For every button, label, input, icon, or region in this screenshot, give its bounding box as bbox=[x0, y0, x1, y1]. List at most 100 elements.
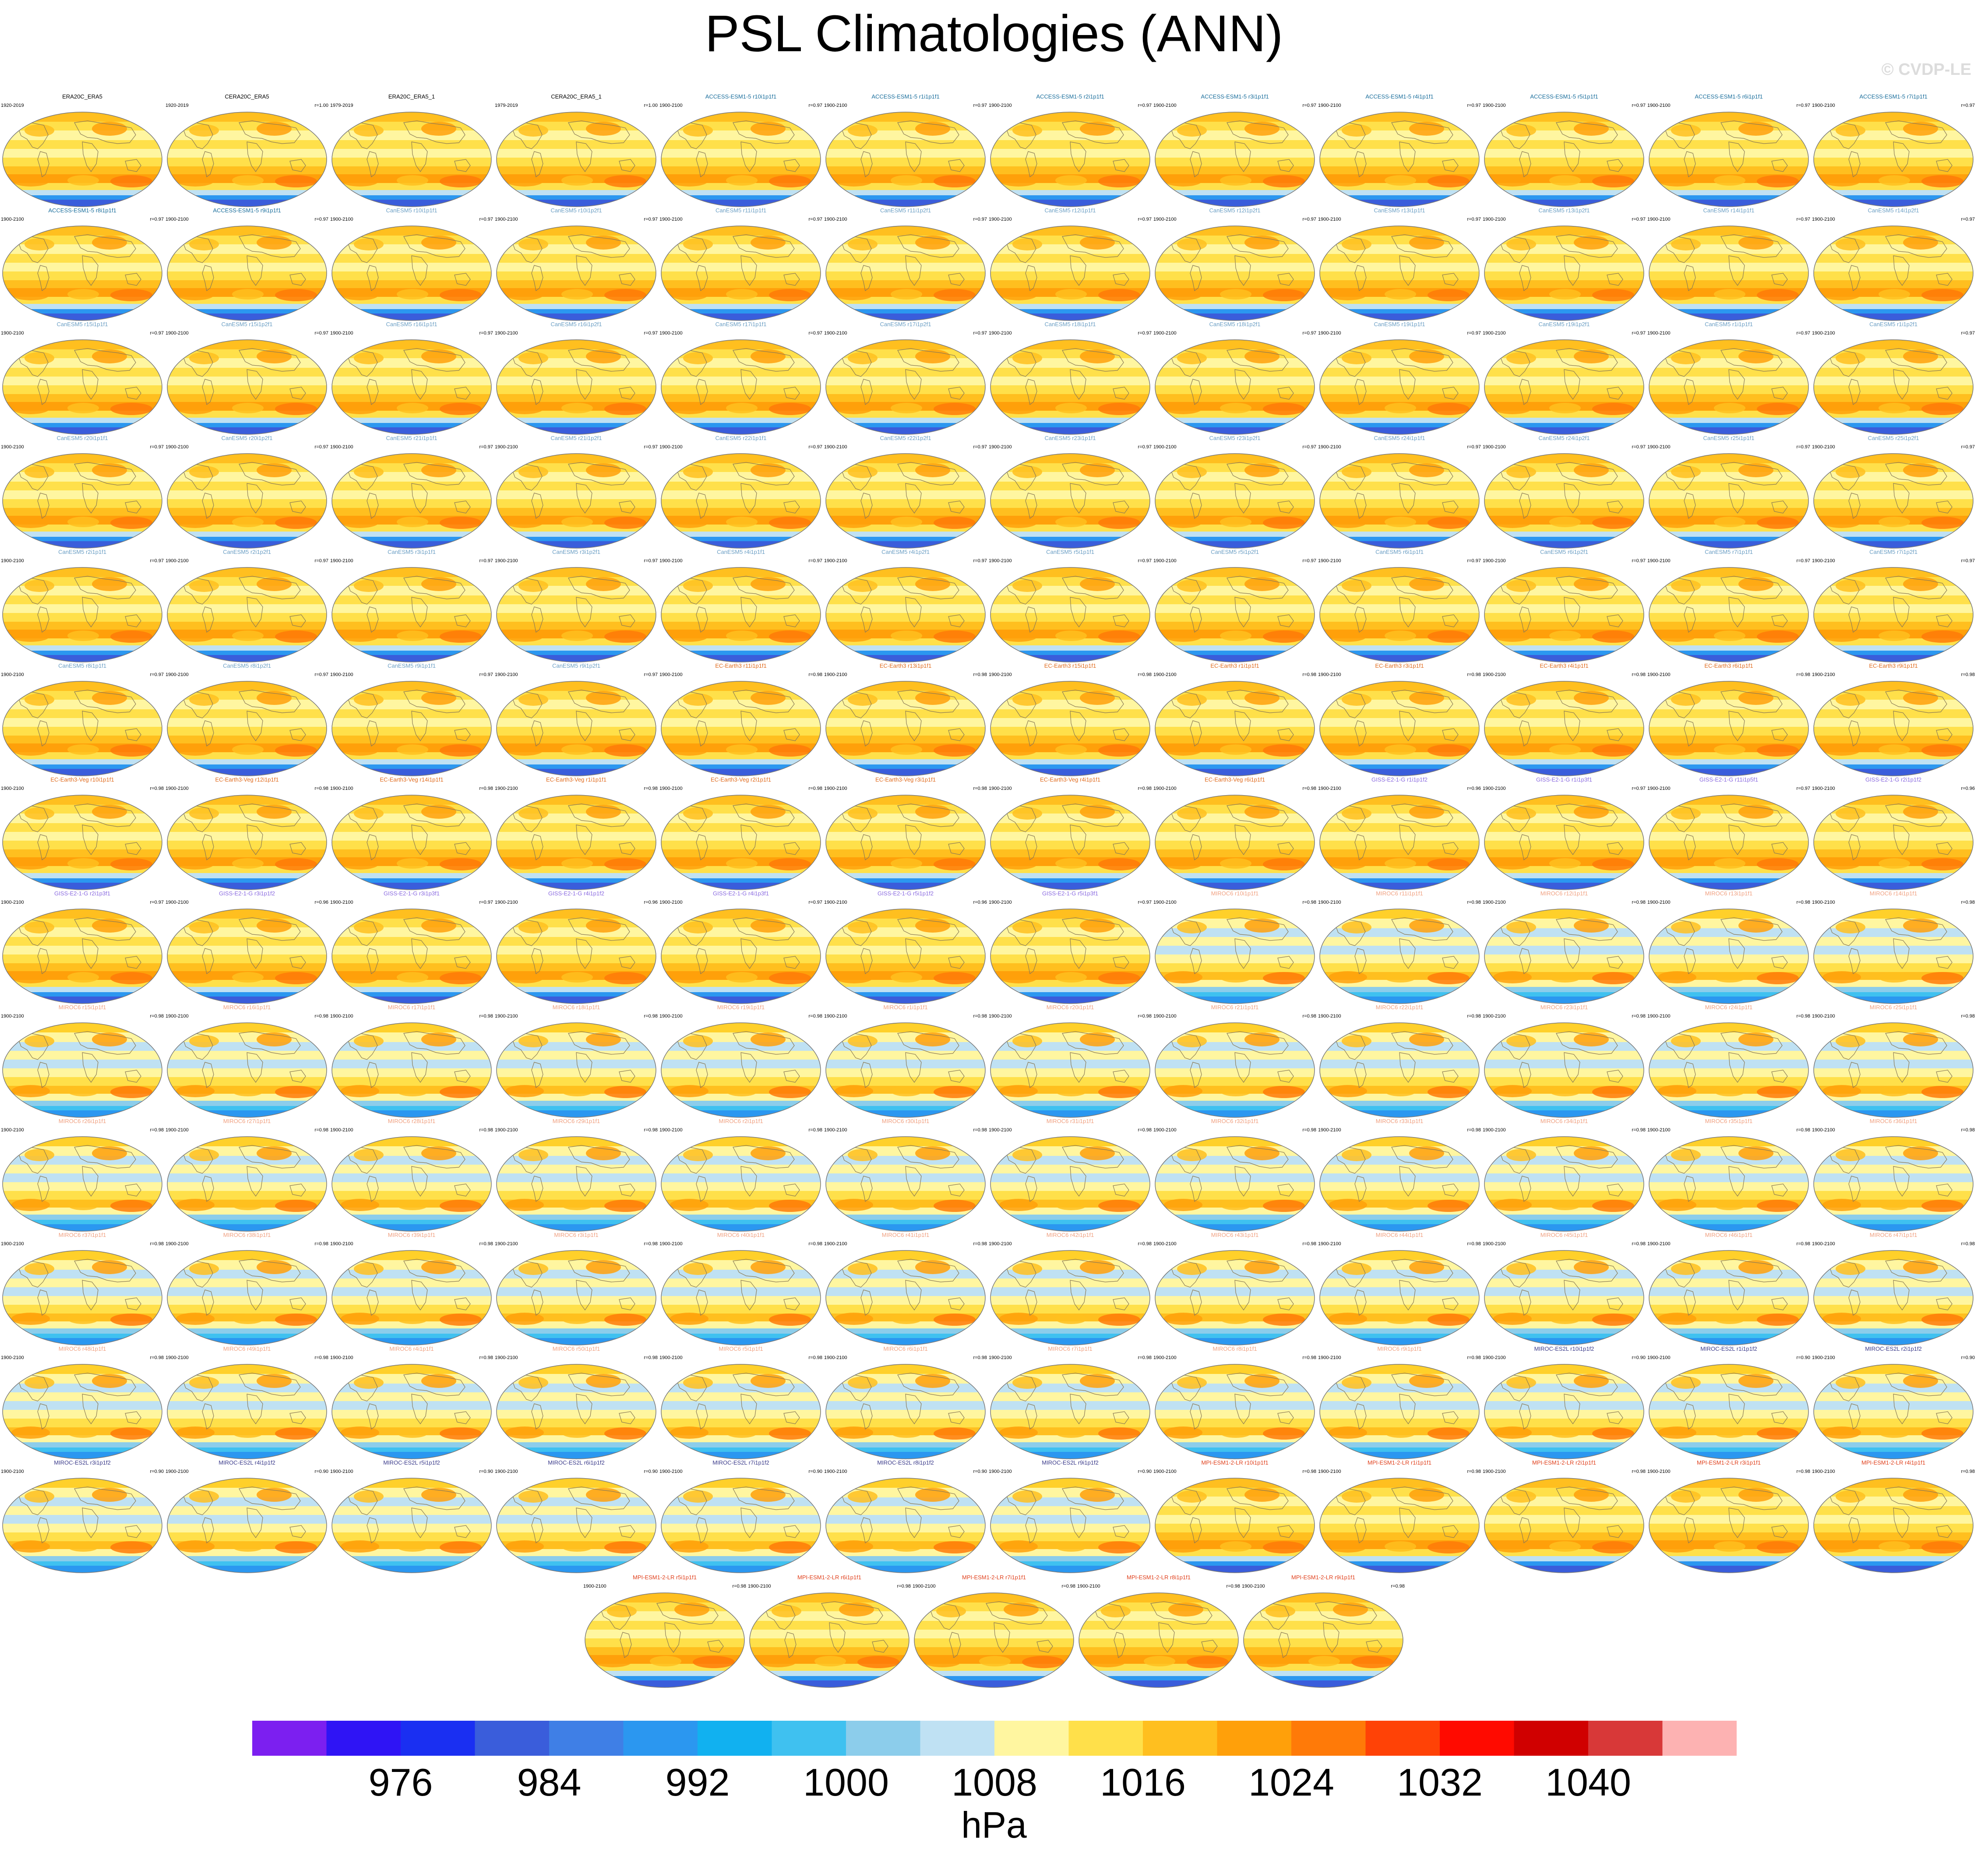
panel-correlation: r=0.97 bbox=[808, 103, 823, 108]
panel-years: 1900-2100 bbox=[989, 331, 1012, 336]
map-panel: 1900-2100 MIROC6 r17i1p1f1 r=0.98 bbox=[329, 1004, 494, 1121]
panel-title: MIROC-ES2L r3i1p1f2 bbox=[54, 1459, 111, 1466]
map-panel: 1900-2100 MIROC6 r37i1p1f1 r=0.98 bbox=[0, 1232, 165, 1349]
psl-map bbox=[585, 1592, 745, 1688]
panel-correlation: r=0.97 bbox=[644, 558, 658, 564]
panel-years: 1900-2100 bbox=[166, 444, 189, 450]
panel-title: CanESM5 r4i1p1f1 bbox=[717, 549, 765, 555]
map-panel: 1900-2100 CanESM5 r21i1p2f1 r=0.97 bbox=[494, 435, 659, 552]
panel-correlation: r=0.98 bbox=[1302, 786, 1317, 791]
map-panel: 1900-2100 MIROC6 r1i1p1f1 r=0.98 bbox=[823, 1004, 988, 1121]
psl-map bbox=[1813, 339, 1974, 435]
map-panel: 1900-2100 GISS-E2-1-G r11i1p5f1 r=0.97 bbox=[1646, 777, 1811, 893]
panel-title: CanESM5 r22i1p1f1 bbox=[715, 435, 767, 441]
panel-years: 1900-2100 bbox=[1812, 331, 1835, 336]
panel-title: CERA20C_ERA5 bbox=[225, 93, 269, 100]
map-panel: 1900-2100 CanESM5 r9i1p1f1 r=0.97 bbox=[329, 663, 494, 779]
map-panel: 1900-2100 EC-Earth3 r3i1p1f1 r=0.98 bbox=[1317, 663, 1482, 779]
panel-correlation: r=0.98 bbox=[973, 1355, 987, 1360]
panel-years: 1900-2100 bbox=[659, 672, 683, 677]
psl-map bbox=[825, 1022, 986, 1118]
panel-correlation: r=0.98 bbox=[314, 1355, 329, 1360]
colorbar-tick-label: 1016 bbox=[1100, 1761, 1186, 1804]
panel-years: 1900-2100 bbox=[1153, 1469, 1177, 1474]
panel-title: CanESM5 r18i1p2f1 bbox=[1209, 321, 1261, 328]
psl-map bbox=[2, 681, 162, 776]
psl-map bbox=[496, 339, 656, 435]
colorbar-swatch bbox=[1068, 1721, 1143, 1756]
panel-correlation: r=0.97 bbox=[150, 331, 164, 336]
panel-title: MIROC6 r14i1p1f1 bbox=[1869, 890, 1918, 897]
panel-correlation: r=0.98 bbox=[1796, 1014, 1811, 1019]
panel-title: EC-Earth3 r4i1p1f1 bbox=[1540, 662, 1589, 669]
panel-years: 1900-2100 bbox=[1483, 900, 1506, 905]
panel-title: MPI-ESM1-2-LR r7i1p1f1 bbox=[962, 1574, 1026, 1581]
panel-title: MIROC-ES2L r4i1p1f2 bbox=[219, 1459, 275, 1466]
psl-map bbox=[914, 1592, 1074, 1688]
map-panel: 1900-2100 ACCESS-ESM1-5 r4i1p1f1 r=0.97 bbox=[1317, 94, 1482, 210]
panel-years: 1900-2100 bbox=[1647, 1241, 1671, 1247]
colorbar-swatch bbox=[252, 1721, 327, 1756]
panel-correlation: r=0.90 bbox=[1961, 1355, 1975, 1360]
panel-title: MIROC6 r29i1p1f1 bbox=[552, 1118, 600, 1124]
psl-map bbox=[1484, 1136, 1644, 1232]
panel-years: 1900-2100 bbox=[1812, 786, 1835, 791]
panel-years: 1900-2100 bbox=[1812, 444, 1835, 450]
panel-years: 1900-2100 bbox=[824, 1355, 847, 1360]
panel-years: 1920-2019 bbox=[1, 103, 24, 108]
panel-years: 1900-2100 bbox=[495, 331, 518, 336]
panel-years: 1900-2100 bbox=[495, 558, 518, 564]
psl-map bbox=[661, 112, 821, 207]
psl-map bbox=[990, 1136, 1150, 1232]
psl-map bbox=[2, 795, 162, 890]
panel-years: 1900-2100 bbox=[1812, 1469, 1835, 1474]
map-panel: 1900-2100 CanESM5 r2i1p1f1 r=0.97 bbox=[0, 549, 165, 666]
panel-correlation: r=0.98 bbox=[1302, 672, 1317, 677]
panel-years: 1900-2100 bbox=[748, 1584, 771, 1589]
panel-title: MIROC6 r37i1p1f1 bbox=[58, 1232, 106, 1238]
panel-correlation: r=0.98 bbox=[150, 1241, 164, 1247]
colorbar-swatch bbox=[1365, 1721, 1440, 1756]
panel-correlation: r=0.97 bbox=[314, 217, 329, 222]
panel-title: CanESM5 r21i1p1f1 bbox=[386, 435, 437, 441]
panel-title: GISS-E2-1-G r5i1p3f1 bbox=[1042, 890, 1098, 897]
psl-map bbox=[661, 453, 821, 549]
map-panel: 1900-2100 MIROC6 r7i1p1f1 r=0.98 bbox=[988, 1346, 1153, 1462]
psl-map bbox=[825, 339, 986, 435]
panel-correlation: r=0.97 bbox=[1138, 558, 1152, 564]
panel-title: MIROC6 r47i1p1f1 bbox=[1869, 1232, 1918, 1238]
psl-map bbox=[331, 1022, 492, 1118]
colorbar-tick-label: 1040 bbox=[1545, 1761, 1631, 1804]
panel-title: CanESM5 r19i1p2f1 bbox=[1538, 321, 1590, 328]
psl-map bbox=[661, 1136, 821, 1232]
panel-correlation: r=0.98 bbox=[314, 1014, 329, 1019]
map-panel: 1900-2100 MIROC6 r39i1p1f1 r=0.98 bbox=[329, 1232, 494, 1349]
colorbar-swatch bbox=[698, 1721, 772, 1756]
map-panel: 1900-2100 GISS-E2-1-G r1i1p1f2 r=0.96 bbox=[1317, 777, 1482, 893]
map-panel: 1900-2100 MIROC-ES2L r6i1p1f2 r=0.90 bbox=[494, 1460, 659, 1576]
psl-map bbox=[1319, 1136, 1480, 1232]
panel-correlation: r=0.98 bbox=[1961, 1127, 1975, 1133]
psl-map bbox=[167, 1478, 327, 1573]
watermark: © CVDP-LE bbox=[1881, 60, 1971, 79]
panel-title: EC-Earth3-Veg r6i1p1f1 bbox=[1204, 776, 1265, 783]
panel-correlation: r=0.98 bbox=[1796, 900, 1811, 905]
panel-correlation: r=0.97 bbox=[1796, 558, 1811, 564]
panel-years: 1900-2100 bbox=[1647, 217, 1671, 222]
panel-correlation: r=0.97 bbox=[1632, 786, 1646, 791]
psl-map bbox=[661, 681, 821, 776]
panel-title: MIROC6 r21i1p1f1 bbox=[1211, 1004, 1259, 1011]
map-panel: 1900-2100 CanESM5 r20i1p2f1 r=0.97 bbox=[165, 435, 329, 552]
panel-years: 1900-2100 bbox=[989, 444, 1012, 450]
panel-correlation: r=0.97 bbox=[1961, 558, 1975, 564]
panel-correlation: r=0.97 bbox=[808, 900, 823, 905]
panel-correlation: r=0.98 bbox=[973, 786, 987, 791]
panel-title: CanESM5 r16i1p2f1 bbox=[550, 321, 602, 328]
panel-correlation: r=0.98 bbox=[732, 1584, 747, 1589]
psl-map bbox=[990, 112, 1150, 207]
map-panel: 1900-2100 MIROC6 r25i1p1f1 r=0.98 bbox=[1811, 1004, 1976, 1121]
panel-years: 1900-2100 bbox=[1318, 331, 1341, 336]
panel-correlation: r=0.98 bbox=[1138, 1014, 1152, 1019]
panel-correlation: r=0.97 bbox=[973, 444, 987, 450]
panel-years: 1900-2100 bbox=[824, 331, 847, 336]
